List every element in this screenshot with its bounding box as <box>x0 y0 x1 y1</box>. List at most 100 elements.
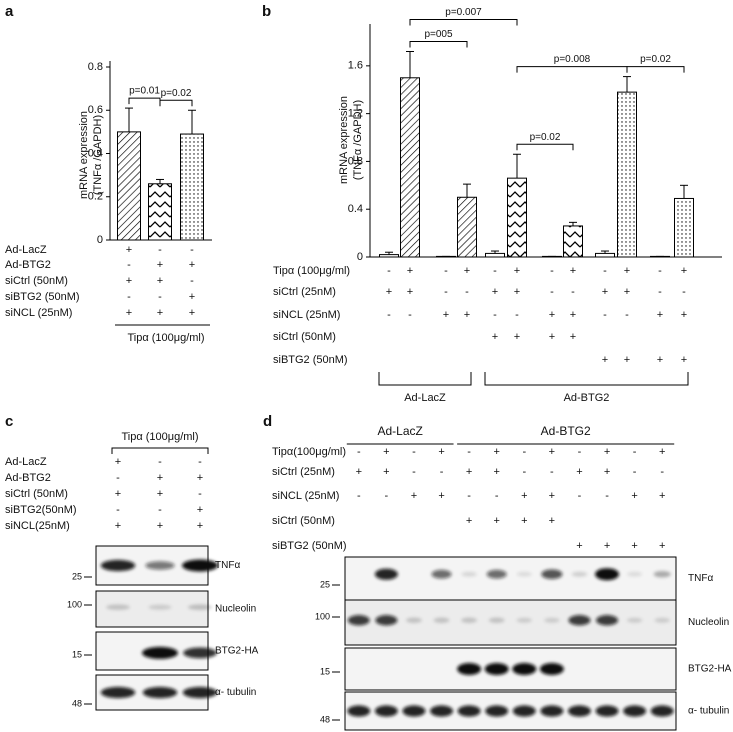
treatment-label: Tipα (100μg/ml) <box>121 431 198 443</box>
group-label: Ad-BTG2 <box>541 424 591 438</box>
y-tick-label: 0.2 <box>88 191 103 203</box>
panel-letter: d <box>263 413 272 430</box>
condition-sign: + <box>659 540 665 552</box>
y-axis-label: mRNA expression <box>78 111 90 199</box>
band <box>406 617 422 623</box>
condition-sign: - <box>158 504 162 516</box>
band <box>100 559 136 572</box>
comparison-bracket <box>516 66 628 73</box>
condition-sign: + <box>157 488 163 500</box>
band <box>182 559 218 572</box>
condition-sign: + <box>407 286 413 298</box>
band <box>375 615 398 626</box>
group-bracket <box>484 372 689 386</box>
y-axis-label: (TNFα /GAPDH) <box>92 115 104 195</box>
band <box>539 663 564 675</box>
condition-label: siNCL (25nM) <box>272 490 339 502</box>
condition-sign: + <box>493 515 499 527</box>
condition-sign: - <box>550 286 554 298</box>
comparison-bracket <box>626 66 685 73</box>
condition-sign: + <box>570 309 576 321</box>
y-tick-label: 0.8 <box>88 61 103 73</box>
condition-label: siCtrl (50nM) <box>272 515 335 527</box>
condition-sign: + <box>624 265 630 277</box>
comparison-label: p=0.02 <box>640 54 671 65</box>
blot-label: TNFα <box>215 560 240 571</box>
condition-label: Ad-LacZ <box>5 456 47 468</box>
condition-sign: - <box>682 286 686 298</box>
bar <box>674 197 694 258</box>
condition-sign: + <box>631 490 637 502</box>
condition-sign: + <box>157 275 163 287</box>
condition-sign: + <box>464 309 470 321</box>
condition-sign: + <box>681 265 687 277</box>
condition-sign: + <box>115 456 121 468</box>
condition-sign: - <box>387 309 391 321</box>
condition-label: Tipα(100μg/ml) <box>272 446 346 458</box>
group-label: Ad-BTG2 <box>564 392 610 404</box>
condition-sign: + <box>466 515 472 527</box>
condition-sign: - <box>550 466 554 478</box>
condition-sign: + <box>576 466 582 478</box>
band <box>457 705 481 717</box>
condition-sign: - <box>603 265 607 277</box>
condition-label: siNCL (25nM) <box>273 309 340 321</box>
condition-sign: + <box>443 309 449 321</box>
condition-sign: + <box>657 309 663 321</box>
condition-sign: + <box>493 466 499 478</box>
condition-sign: + <box>383 446 389 458</box>
band <box>626 617 643 623</box>
condition-sign: - <box>658 265 662 277</box>
bar <box>507 177 527 258</box>
bar <box>485 252 505 258</box>
panel-letter: c <box>5 413 13 430</box>
band <box>654 617 670 623</box>
condition-sign: - <box>116 504 120 516</box>
condition-sign: - <box>550 265 554 277</box>
blot-panel <box>344 647 677 691</box>
blot-label: BTG2-HA <box>688 664 732 675</box>
band <box>183 647 217 659</box>
condition-sign: + <box>466 466 472 478</box>
band <box>512 663 537 675</box>
condition-sign: + <box>624 286 630 298</box>
condition-sign: + <box>197 520 203 532</box>
condition-sign: - <box>625 309 629 321</box>
band <box>457 663 482 675</box>
band <box>374 705 398 717</box>
size-marker: 48 <box>320 714 330 724</box>
condition-sign: + <box>521 490 527 502</box>
condition-label: siNCL (25nM) <box>5 307 72 319</box>
condition-sign: - <box>467 490 471 502</box>
condition-label: siBTG2 (50nM) <box>272 540 347 552</box>
size-marker: 48 <box>72 698 82 708</box>
y-tick-label: 0.8 <box>348 155 363 167</box>
group-label: Ad-LacZ <box>377 424 422 438</box>
band <box>142 686 178 699</box>
band <box>488 617 505 623</box>
condition-sign: + <box>602 286 608 298</box>
condition-sign: - <box>522 466 526 478</box>
size-marker: 25 <box>320 579 330 589</box>
condition-sign: - <box>605 490 609 502</box>
comparison-label: p=0.01 <box>129 86 160 97</box>
condition-sign: + <box>659 490 665 502</box>
blot-label: BTG2-HA <box>215 646 259 657</box>
band <box>512 705 536 717</box>
group-label: Ad-LacZ <box>404 392 446 404</box>
condition-sign: + <box>157 259 163 271</box>
band <box>653 571 671 578</box>
condition-sign: + <box>604 540 610 552</box>
condition-sign: + <box>549 515 555 527</box>
band <box>433 617 450 623</box>
band <box>596 615 619 626</box>
band <box>516 617 532 623</box>
y-tick-label: 0 <box>357 251 363 263</box>
condition-sign: + <box>115 488 121 500</box>
condition-sign: - <box>522 446 526 458</box>
blot-label: Nucleolin <box>688 617 729 628</box>
band <box>623 705 647 717</box>
condition-sign: + <box>549 490 555 502</box>
condition-sign: + <box>681 309 687 321</box>
condition-sign: + <box>549 309 555 321</box>
